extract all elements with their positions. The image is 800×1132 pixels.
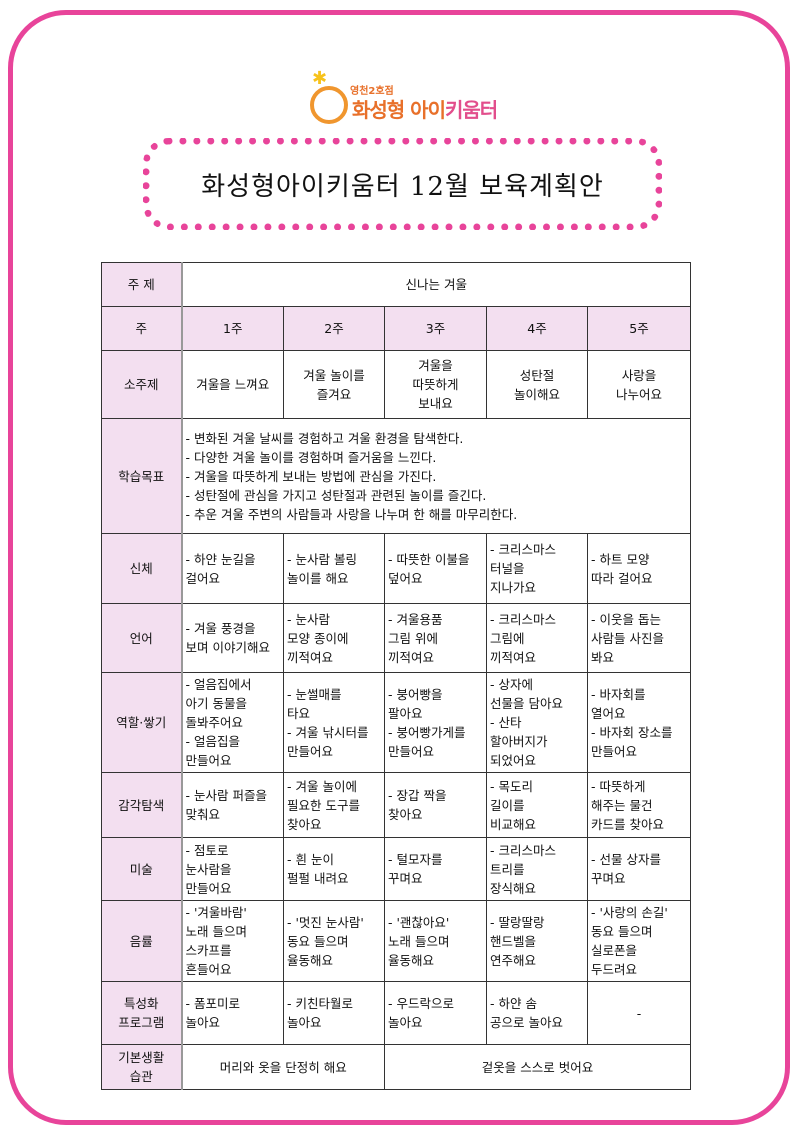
- activity-label: 감각탐색: [101, 772, 183, 838]
- activity-row: 감각탐색 - 눈사람 퍼즐을 맞춰요 - 겨울 놀이에 필요한 도구를 찾아요 - 장…: [101, 772, 691, 838]
- weeks-label: 주: [101, 306, 183, 351]
- goals-row: 학습목표 - 변화된 겨울 날씨를 경험하고 겨울 환경을 탐색한다. - 다양…: [101, 418, 691, 534]
- plan-table: 주 제 신나는 겨울 주 1주 2주 3주 4주 5주 소주제 겨울을 느껴요 …: [101, 262, 691, 1090]
- activity-cell: - 붕어빵을 팔아요 - 붕어빵가게를 만들어요: [384, 672, 487, 773]
- activity-row: 미술 - 점토로 눈사람을 만들어요 - 흰 눈이 펄펄 내려요 - 털모자를 꾸며요…: [101, 837, 691, 901]
- goal-item: - 다양한 겨울 놀이를 경험하며 즐거움을 느낀다.: [185, 449, 437, 465]
- habit-first: 머리와 옷을 단정히 해요: [181, 1044, 385, 1090]
- page-border: [8, 10, 790, 1125]
- week-header: 4주: [486, 306, 588, 351]
- theme-value: 신나는 겨울: [181, 262, 691, 307]
- week-header: 2주: [283, 306, 385, 351]
- activity-cell: - '겨울바람' 노래 들으며 스카프를 흔들어요: [181, 900, 284, 982]
- subtheme-label: 소주제: [101, 350, 183, 419]
- activity-cell: - 털모자를 꾸며요: [384, 837, 487, 901]
- subtheme-cell: 성탄절 놀이해요: [486, 350, 588, 419]
- goals-list: - 변화된 겨울 날씨를 경험하고 겨울 환경을 탐색한다. - 다양한 겨울 …: [181, 418, 691, 534]
- activity-cell: - 눈사람 퍼즐을 맞춰요: [181, 772, 284, 838]
- logo-name-a: 화성형 아이: [352, 98, 446, 122]
- activity-cell: - 눈썰매를 타요 - 겨울 낚시터를 만들어요: [283, 672, 385, 773]
- activity-cell: - 선물 상자를 꾸며요: [587, 837, 691, 901]
- logo-name-b: 키움터: [444, 98, 498, 122]
- activity-cell: - 점토로 눈사람을 만들어요: [181, 837, 284, 901]
- activity-cell: - 겨울용품 그림 위에 끼적여요: [384, 603, 487, 673]
- activity-cell: - 상자에 선물을 담아요 - 산타 할아버지가 되었어요: [486, 672, 588, 773]
- activity-cell: - 크리스마스 트리를 장식해요: [486, 837, 588, 901]
- subtheme-cell: 겨울 놀이를 즐겨요: [283, 350, 385, 419]
- activity-cell: - 따뜻하게 해주는 물건 카드를 찾아요: [587, 772, 691, 838]
- activity-cell: - '멋진 눈사람' 동요 들으며 율동해요: [283, 900, 385, 982]
- activity-cell: - 얼음집에서 아기 동물을 돌봐주어요 - 얼음집을 만들어요: [181, 672, 284, 773]
- activity-cell: - 우드락으로 놀아요: [384, 981, 487, 1045]
- activity-cell: - 이웃을 돕는 사람들 사진을 봐요: [587, 603, 691, 673]
- activity-cell: - 흰 눈이 펄펄 내려요: [283, 837, 385, 901]
- page-title: 화성형아이키움터 12월 보육계획안: [201, 171, 604, 202]
- activity-cell: - 겨울 놀이에 필요한 도구를 찾아요: [283, 772, 385, 838]
- activity-label: 특성화 프로그램: [101, 981, 183, 1045]
- activity-row: 음률 - '겨울바람' 노래 들으며 스카프를 흔들어요 - '멋진 눈사람' 동요…: [101, 900, 691, 982]
- logo-branch: 영천2호점: [350, 86, 394, 97]
- activity-label: 신체: [101, 533, 183, 604]
- theme-row: 주 제 신나는 겨울: [101, 262, 691, 307]
- habit-second: 겉옷을 스스로 벗어요: [384, 1044, 691, 1090]
- weeks-row: 주 1주 2주 3주 4주 5주: [101, 306, 691, 351]
- activity-cell: - 따뜻한 이불을 덮어요: [384, 533, 487, 604]
- subtheme-cell: 겨울을 느껴요: [181, 350, 284, 419]
- activity-cell: - 크리스마스 그림에 끼적여요: [486, 603, 588, 673]
- subtheme-cell: 사랑을 나누어요: [587, 350, 691, 419]
- star-icon: ✱: [312, 68, 328, 89]
- goal-item: - 겨울을 따뜻하게 보내는 방법에 관심을 가진다.: [185, 468, 437, 484]
- smiley-face-icon: [310, 86, 348, 124]
- activity-cell: - 딸랑딸랑 핸드벨을 연주해요: [486, 900, 588, 982]
- activity-row: 신체 - 하얀 눈길을 걸어요 - 눈사람 볼링 놀이를 해요 - 따뜻한 이불을 덮…: [101, 533, 691, 604]
- activity-cell: - 키친타월로 놀아요: [283, 981, 385, 1045]
- goal-item: - 성탄절에 관심을 가지고 성탄절과 관련된 놀이를 즐긴다.: [185, 487, 487, 503]
- theme-label: 주 제: [101, 262, 183, 307]
- activity-cell: - 목도리 길이를 비교해요: [486, 772, 588, 838]
- activity-cell: - '괜찮아요' 노래 들으며 율동해요: [384, 900, 487, 982]
- activity-cell: - 눈사람 모양 종이에 끼적여요: [283, 603, 385, 673]
- title-box: 화성형아이키움터 12월 보육계획안: [143, 138, 662, 230]
- activity-cell: - 겨울 풍경을 보며 이야기해요: [181, 603, 284, 673]
- activity-cell: - 장갑 짝을 찾아요: [384, 772, 487, 838]
- week-header: 5주: [587, 306, 691, 351]
- activity-row: 역할·쌓기 - 얼음집에서 아기 동물을 돌봐주어요 - 얼음집을 만들어요 - 눈…: [101, 672, 691, 773]
- goal-item: - 추운 겨울 주변의 사람들과 사랑을 나누며 한 해를 마무리한다.: [185, 506, 518, 522]
- habits-label: 기본생활 습관: [101, 1044, 183, 1090]
- activity-cell: - 크리스마스 터널을 지나가요: [486, 533, 588, 604]
- logo-name: 화성형 아이키움터: [352, 94, 498, 123]
- week-header: 3주: [384, 306, 487, 351]
- activity-label: 음률: [101, 900, 183, 982]
- activity-cell: - 하얀 눈길을 걸어요: [181, 533, 284, 604]
- goal-item: - 변화된 겨울 날씨를 경험하고 겨울 환경을 탐색한다.: [185, 430, 464, 446]
- habits-row: 기본생활 습관 머리와 옷을 단정히 해요 겉옷을 스스로 벗어요: [101, 1044, 691, 1090]
- activity-cell: - 폼포미로 놀아요: [181, 981, 284, 1045]
- activity-label: 미술: [101, 837, 183, 901]
- subtheme-cell: 겨울을 따뜻하게 보내요: [384, 350, 487, 419]
- activity-cell: - 하트 모양 따라 걸어요: [587, 533, 691, 604]
- activity-row: 언어 - 겨울 풍경을 보며 이야기해요 - 눈사람 모양 종이에 끼적여요 - 겨울…: [101, 603, 691, 673]
- goals-label: 학습목표: [101, 418, 183, 534]
- activity-label: 역할·쌓기: [101, 672, 183, 773]
- activity-cell: - '사랑의 손길' 동요 들으며 실로폰을 두드려요: [587, 900, 691, 982]
- activity-row: 특성화 프로그램 - 폼포미로 놀아요 - 키친타월로 놀아요 - 우드락으로 놀아요…: [101, 981, 691, 1045]
- week-header: 1주: [181, 306, 284, 351]
- activity-cell: - 바자회를 열어요 - 바자회 장소를 만들어요: [587, 672, 691, 773]
- activity-label: 언어: [101, 603, 183, 673]
- activity-cell: -: [587, 981, 691, 1045]
- subtheme-row: 소주제 겨울을 느껴요 겨울 놀이를 즐겨요 겨울을 따뜻하게 보내요 성탄절 …: [101, 350, 691, 419]
- logo: ✱ 영천2호점 화성형 아이키움터: [308, 68, 508, 132]
- activity-cell: - 눈사람 볼링 놀이를 해요: [283, 533, 385, 604]
- activity-cell: - 하얀 솜 공으로 놀아요: [486, 981, 588, 1045]
